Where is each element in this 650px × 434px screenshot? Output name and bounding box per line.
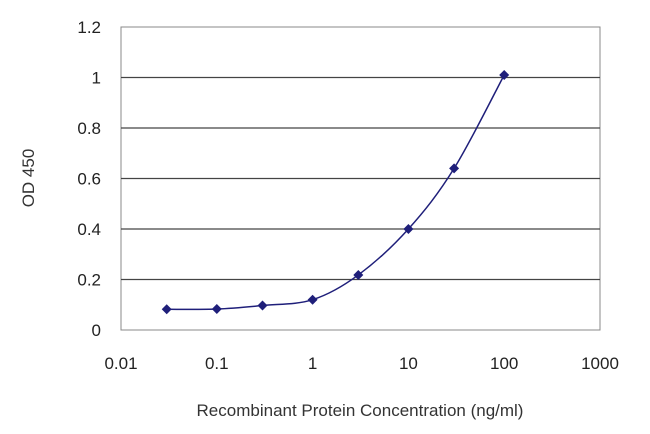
data-point — [353, 269, 364, 280]
x-axis-title: Recombinant Protein Concentration (ng/ml… — [197, 401, 524, 420]
data-point — [307, 294, 318, 305]
y-tick-label: 1.2 — [77, 18, 101, 37]
x-tick-labels: 0.01 0.1 1 10 100 1000 — [104, 354, 618, 373]
grid-lines — [121, 76, 600, 281]
data-point — [499, 69, 510, 80]
y-tick-labels: 0 0.2 0.4 0.6 0.8 1 1.2 — [77, 18, 101, 340]
y-tick-label: 0.4 — [77, 220, 101, 239]
data-point — [161, 304, 172, 315]
data-point — [257, 300, 268, 311]
x-tick-label: 10 — [399, 354, 418, 373]
x-tick-label: 1 — [308, 354, 317, 373]
y-axis-title: OD 450 — [19, 149, 38, 208]
x-tick-label: 100 — [490, 354, 518, 373]
x-tick-label: 1000 — [581, 354, 619, 373]
y-tick-label: 0.8 — [77, 119, 101, 138]
data-point — [211, 304, 222, 315]
data-points — [161, 69, 510, 315]
y-tick-label: 1 — [92, 69, 101, 88]
x-tick-label: 0.01 — [104, 354, 137, 373]
x-tick-label: 0.1 — [205, 354, 229, 373]
y-tick-label: 0.2 — [77, 271, 101, 290]
data-point — [403, 224, 414, 234]
y-tick-label: 0 — [92, 321, 101, 340]
data-point — [449, 163, 460, 174]
y-tick-label: 0.6 — [77, 170, 101, 189]
